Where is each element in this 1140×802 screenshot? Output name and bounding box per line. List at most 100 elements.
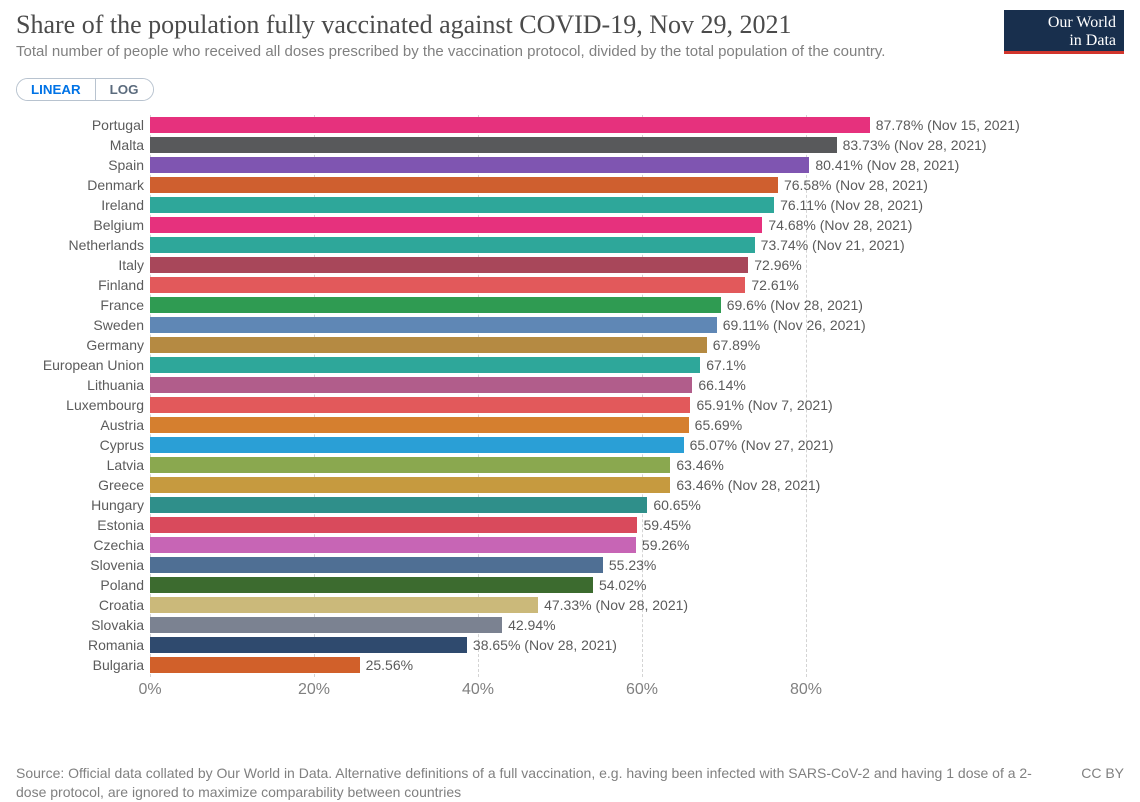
bar-value-label: 65.07% (Nov 27, 2021) [690,437,834,454]
bar-row: Czechia59.26% [20,537,1120,554]
x-axis-tick: 20% [298,681,330,699]
bar-category-label: Romania [20,637,144,654]
bar-row: Malta 83.73% (Nov 28, 2021) [20,137,1120,154]
bar-value-label: 87.78% (Nov 15, 2021) [876,117,1020,134]
bar-rect[interactable] [150,417,689,433]
bar-row: Poland54.02% [20,577,1120,594]
bar-rect[interactable] [150,597,538,613]
bar-value-label: 83.73% (Nov 28, 2021) [843,137,987,154]
bar-value-label: 69.6% (Nov 28, 2021) [727,297,863,314]
bar-value-label: 67.1% [706,357,746,374]
chart-footer: Source: Official data collated by Our Wo… [16,764,1124,802]
x-axis-tick: 40% [462,681,494,699]
bar-value-label: 74.68% (Nov 28, 2021) [768,217,912,234]
bar-category-label: Cyprus [20,437,144,454]
bar-category-label: Lithuania [20,377,144,394]
bar-rect[interactable] [150,437,684,453]
bar-rect[interactable] [150,637,467,653]
bar-category-label: Austria [20,417,144,434]
bar-category-label: Croatia [20,597,144,614]
bar-rect[interactable] [150,217,762,233]
bar-value-label: 65.69% [695,417,742,434]
logo-line2: in Data [1069,32,1116,49]
scale-toggle: LINEARLOG [16,78,154,101]
bar-rect[interactable] [150,257,748,273]
source-text: Source: Official data collated by Our Wo… [16,764,1057,802]
bar-value-label: 63.46% [676,457,723,474]
bar-rect[interactable] [150,477,670,493]
bar-rect[interactable] [150,317,717,333]
bar-category-label: Finland [20,277,144,294]
bar-rect[interactable] [150,197,774,213]
bar-value-label: 67.89% [713,337,760,354]
bar-category-label: Greece [20,477,144,494]
bar-row: Lithuania66.14% [20,377,1120,394]
bar-category-label: Latvia [20,457,144,474]
bar-rect[interactable] [150,157,809,173]
bar-row: European Union 67.1% [20,357,1120,374]
bar-category-label: Denmark [20,177,144,194]
bar-category-label: Bulgaria [20,657,144,674]
bar-row: Belgium74.68% (Nov 28, 2021) [20,217,1120,234]
bar-value-label: 54.02% [599,577,646,594]
bar-category-label: Italy [20,257,144,274]
bar-value-label: 65.91% (Nov 7, 2021) [696,397,832,414]
bar-rect[interactable] [150,137,837,153]
bar-row: Portugal87.78% (Nov 15, 2021) [20,117,1120,134]
bar-rect[interactable] [150,537,636,553]
bar-row: Denmark76.58% (Nov 28, 2021) [20,177,1120,194]
bar-row: Sweden 69.11% (Nov 26, 2021) [20,317,1120,334]
bar-value-label: 69.11% (Nov 26, 2021) [723,317,866,334]
logo-line1: Our World [1048,14,1116,31]
scale-toggle-linear[interactable]: LINEAR [17,79,95,100]
bar-category-label: Spain [20,157,144,174]
bar-value-label: 59.45% [643,517,690,534]
bar-rect[interactable] [150,397,690,413]
bar-rect[interactable] [150,457,670,473]
bar-row: Netherlands 73.74% (Nov 21, 2021) [20,237,1120,254]
bar-row: Latvia 63.46% [20,457,1120,474]
bar-rect[interactable] [150,657,360,673]
bar-rect[interactable] [150,117,870,133]
bar-row: Germany 67.89% [20,337,1120,354]
bar-rect[interactable] [150,497,647,513]
bar-value-label: 38.65% (Nov 28, 2021) [473,637,617,654]
scale-toggle-log[interactable]: LOG [95,79,153,100]
bar-value-label: 73.74% (Nov 21, 2021) [761,237,905,254]
bar-rect[interactable] [150,557,603,573]
bar-rect[interactable] [150,377,692,393]
bar-rect[interactable] [150,237,755,253]
license-text: CC BY [1081,764,1124,802]
bar-row: France 69.6% (Nov 28, 2021) [20,297,1120,314]
bar-rect[interactable] [150,617,502,633]
bar-value-label: 63.46% (Nov 28, 2021) [676,477,820,494]
bar-category-label: Netherlands [20,237,144,254]
bar-rect[interactable] [150,357,700,373]
bar-category-label: Malta [20,137,144,154]
bar-category-label: Germany [20,337,144,354]
bar-category-label: France [20,297,144,314]
bar-category-label: European Union [20,357,144,374]
x-axis-tick: 0% [138,681,161,699]
chart-controls: LINEARLOG [0,66,1140,107]
bar-rect[interactable] [150,517,637,533]
bar-row: Austria 65.69% [20,417,1120,434]
bar-rect[interactable] [150,337,707,353]
x-axis: 0%20%40%60%80% [150,677,970,705]
bar-rect[interactable] [150,277,745,293]
bar-row: Slovenia55.23% [20,557,1120,574]
bar-category-label: Slovenia [20,557,144,574]
bar-rect[interactable] [150,177,778,193]
bar-rect[interactable] [150,577,593,593]
chart-header: Our World in Data Share of the populatio… [0,0,1140,66]
bar-value-label: 60.65% [653,497,700,514]
chart-bars: Portugal87.78% (Nov 15, 2021) Malta 83.73%… [20,117,1120,677]
bar-row: Italy72.96% [20,257,1120,274]
bar-category-label: Sweden [20,317,144,334]
bar-rect[interactable] [150,297,721,313]
x-axis-tick: 80% [790,681,822,699]
bar-value-label: 47.33% (Nov 28, 2021) [544,597,688,614]
bar-row: Cyprus 65.07% (Nov 27, 2021) [20,437,1120,454]
bar-row: Ireland76.11% (Nov 28, 2021) [20,197,1120,214]
bar-row: Finland72.61% [20,277,1120,294]
